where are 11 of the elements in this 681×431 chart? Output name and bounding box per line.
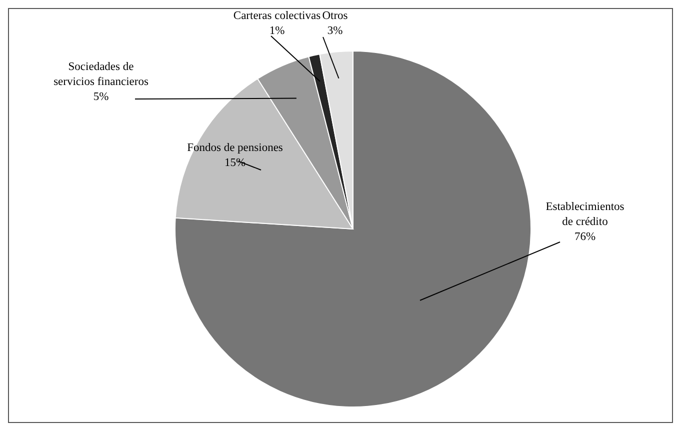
data-label: 3% — [327, 24, 344, 37]
slice-label: Establecimientos de crédito — [546, 200, 625, 228]
data-label: 5% — [93, 90, 110, 103]
data-label: 1% — [269, 24, 286, 37]
pie-slice — [174, 50, 532, 408]
slice-label: Fondos de pensiones — [187, 142, 284, 154]
slice-label: Sociedades de servicios financieros — [54, 60, 149, 88]
slice-label: Carteras colectivas — [233, 10, 322, 22]
data-label: 76% — [574, 230, 596, 243]
data-label: 15% — [224, 156, 246, 169]
slice-label: Otros — [322, 10, 348, 22]
